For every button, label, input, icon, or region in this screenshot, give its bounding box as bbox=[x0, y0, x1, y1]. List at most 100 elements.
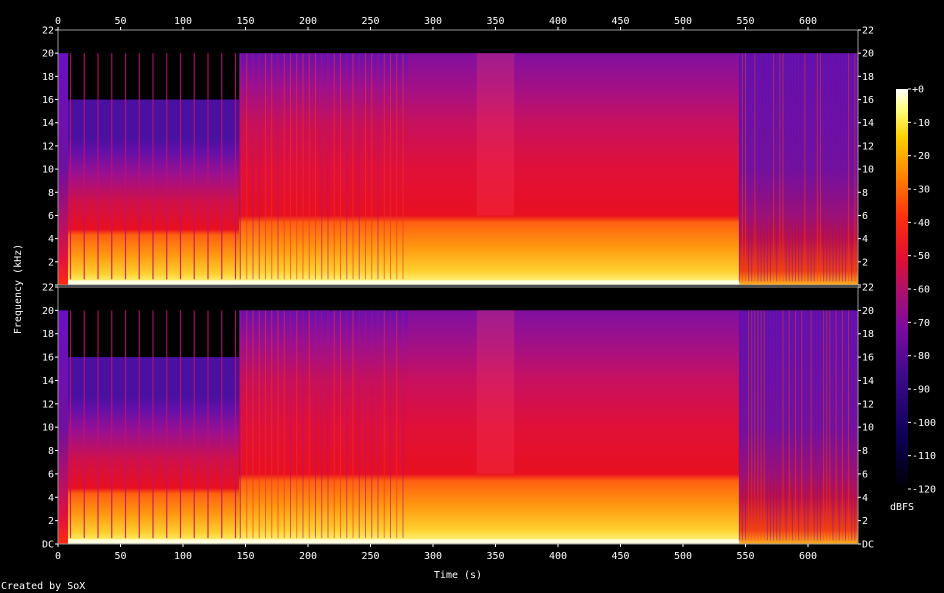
segment-2 bbox=[239, 310, 408, 544]
y-tick-label-right: 12 bbox=[862, 399, 874, 410]
x-tick-label: 450 bbox=[611, 551, 629, 562]
y-tick-label: 4 bbox=[48, 493, 54, 504]
x-tick-label: 150 bbox=[236, 551, 254, 562]
x-tick-label-top: 350 bbox=[486, 16, 504, 27]
colorbar-label: dBFS bbox=[890, 502, 914, 513]
y-tick-label-right: 20 bbox=[862, 49, 874, 60]
channel-1 bbox=[58, 30, 858, 285]
x-tick-label-top: 50 bbox=[114, 16, 126, 27]
y-tick-label-right: 2 bbox=[862, 257, 868, 268]
y-tick-label-right: 16 bbox=[862, 95, 874, 106]
y-tick-label-right: 8 bbox=[862, 188, 868, 199]
colorbar-tick-label: +0 bbox=[912, 85, 924, 96]
y-tick-label-right: 6 bbox=[862, 469, 868, 480]
y-tick-label-right: 12 bbox=[862, 141, 874, 152]
x-tick-label: 250 bbox=[361, 551, 379, 562]
colorbar-tick-label: -100 bbox=[912, 418, 936, 429]
colorbar-gradient bbox=[896, 89, 908, 489]
segment-1 bbox=[68, 357, 240, 544]
colorbar-tick-label: -110 bbox=[912, 451, 936, 462]
x-tick-label: 0 bbox=[55, 551, 61, 562]
colorbar-tick-label: -50 bbox=[912, 251, 930, 262]
x-tick-label: 300 bbox=[424, 551, 442, 562]
transient-streaks bbox=[69, 53, 856, 282]
y-tick-label-right: 18 bbox=[862, 72, 874, 83]
y-tick-label: 2 bbox=[48, 257, 54, 268]
colorbar-ticks: +0 -10 -20 -30 -40 -50 -60 -70 -80 -90 -100 -110 -12… bbox=[908, 85, 936, 496]
y-tick-label: DC bbox=[42, 540, 54, 551]
colorbar-tick-label: -20 bbox=[912, 151, 930, 162]
x-tick-label-top: 150 bbox=[236, 16, 254, 27]
y-tick-label: 10 bbox=[42, 165, 54, 176]
x-tick-label-top: 0 bbox=[55, 16, 61, 27]
colorbar-tick-label: -80 bbox=[912, 351, 930, 362]
y-tick-label-right: 10 bbox=[862, 423, 874, 434]
mid-band bbox=[476, 310, 515, 474]
colorbar-tick-label: -60 bbox=[912, 285, 930, 296]
colorbar-tick-label: -70 bbox=[912, 318, 930, 329]
y-tick-label: 22 bbox=[42, 26, 54, 37]
y-tick-label: 14 bbox=[42, 376, 54, 387]
mid-band bbox=[476, 53, 515, 216]
y-tick-label-right: 18 bbox=[862, 329, 874, 340]
y-tick-label: 8 bbox=[48, 188, 54, 199]
x-tick-label-top: 400 bbox=[549, 16, 567, 27]
y-tick-label-right: 10 bbox=[862, 165, 874, 176]
low-frequency-band bbox=[68, 539, 740, 544]
colorbar-tick-label: -30 bbox=[912, 185, 930, 196]
y-tick-label-right: 22 bbox=[862, 26, 874, 37]
y-tick-label-right: 22 bbox=[862, 283, 874, 294]
y-tick-label: 12 bbox=[42, 141, 54, 152]
x-tick-label-top: 500 bbox=[674, 16, 692, 27]
y-tick-label-right: 16 bbox=[862, 353, 874, 364]
y-tick-label-right: DC bbox=[862, 540, 874, 551]
x-tick-label: 500 bbox=[674, 551, 692, 562]
y-tick-label: 8 bbox=[48, 446, 54, 457]
x-tick-label-top: 200 bbox=[299, 16, 317, 27]
y-tick-label-right: 4 bbox=[862, 493, 868, 504]
y-tick-label-right: 4 bbox=[862, 234, 868, 245]
colorbar-tick-label: -10 bbox=[912, 118, 930, 129]
x-tick-label-top: 250 bbox=[361, 16, 379, 27]
x-tick-label: 550 bbox=[736, 551, 754, 562]
segment-0 bbox=[58, 53, 68, 285]
y-tick-label: 20 bbox=[42, 49, 54, 60]
y-tick-label-right: 20 bbox=[862, 306, 874, 317]
channel-2 bbox=[58, 287, 858, 544]
y-tick-label: 22 bbox=[42, 283, 54, 294]
x-tick-label-top: 300 bbox=[424, 16, 442, 27]
colorbar: +0 -10 -20 -30 -40 -50 -60 -70 -80 -90 -100 -110 -12… bbox=[890, 85, 936, 514]
y-tick-label-right: 8 bbox=[862, 446, 868, 457]
y-tick-label-right: 2 bbox=[862, 516, 868, 527]
y-tick-label: 4 bbox=[48, 234, 54, 245]
transient-streaks bbox=[69, 310, 856, 541]
segment-2 bbox=[239, 53, 408, 285]
x-tick-label: 100 bbox=[174, 551, 192, 562]
segment-3 bbox=[408, 53, 740, 285]
x-tick-label: 200 bbox=[299, 551, 317, 562]
low-frequency-band bbox=[68, 280, 740, 285]
y-tick-label: 6 bbox=[48, 469, 54, 480]
x-tick-label-top: 450 bbox=[611, 16, 629, 27]
y-tick-label: 14 bbox=[42, 118, 54, 129]
segment-3 bbox=[408, 310, 740, 544]
y-tick-label-right: 6 bbox=[862, 211, 868, 222]
spectrogram-channels bbox=[58, 30, 858, 544]
y-tick-label: 12 bbox=[42, 399, 54, 410]
y-tick-label-right: 14 bbox=[862, 118, 874, 129]
x-axis-title: Time (s) bbox=[434, 570, 482, 581]
y-tick-label-right: 14 bbox=[862, 376, 874, 387]
y-tick-label: 16 bbox=[42, 95, 54, 106]
segment-0 bbox=[58, 310, 68, 544]
x-tick-label: 400 bbox=[549, 551, 567, 562]
x-tick-label: 50 bbox=[114, 551, 126, 562]
colorbar-tick-label: -40 bbox=[912, 218, 930, 229]
x-tick-label-top: 550 bbox=[736, 16, 754, 27]
colorbar-tick-label: -90 bbox=[912, 385, 930, 396]
x-tick-label: 600 bbox=[799, 551, 817, 562]
x-tick-label-top: 100 bbox=[174, 16, 192, 27]
y-tick-label: 20 bbox=[42, 306, 54, 317]
y-tick-label: 10 bbox=[42, 423, 54, 434]
footer-credit: Created by SoX bbox=[1, 581, 85, 592]
